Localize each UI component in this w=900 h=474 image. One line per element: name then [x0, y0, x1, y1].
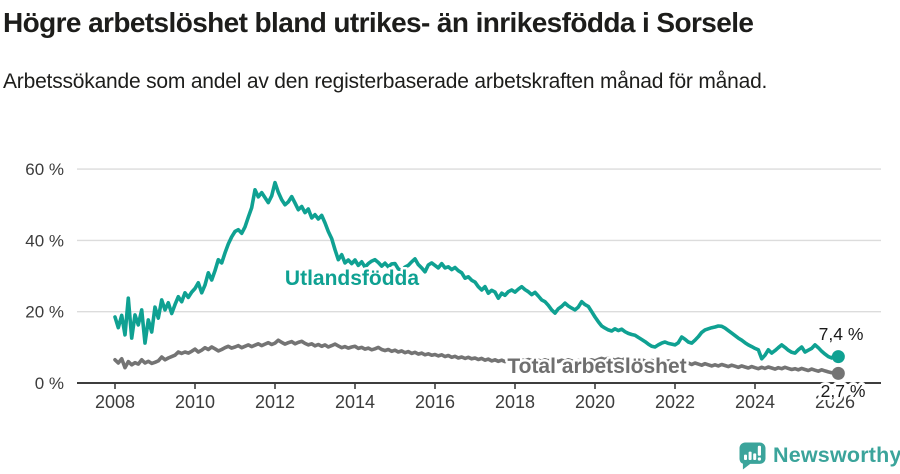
x-axis-label: 2020: [575, 392, 615, 412]
series-end-dot-utlandsfodda: [831, 350, 845, 364]
x-axis-label: 2010: [175, 392, 215, 412]
series-line-total: [113, 338, 841, 376]
x-axis-label: 2012: [255, 392, 295, 412]
x-axis-label: 2008: [95, 392, 135, 412]
y-axis-label: 60 %: [25, 160, 64, 179]
y-axis-label: 20 %: [25, 303, 64, 322]
series-label-utlandsfodda: Utlandsfödda: [285, 267, 419, 290]
x-axis-label: 2026: [815, 392, 855, 412]
y-axis-label: 40 %: [25, 231, 64, 250]
end-value-label-total: 2,7 %: [821, 381, 866, 401]
x-axis-label: 2018: [495, 392, 535, 412]
x-axis-label: 2014: [335, 392, 375, 412]
series-end-dot-total: [831, 366, 845, 380]
x-axis-label: 2022: [655, 392, 695, 412]
series-label-total: Total arbetslöshet: [507, 355, 686, 378]
y-axis-label: 0 %: [35, 374, 64, 393]
newsworthy-wordmark: Newsworthy: [773, 443, 900, 467]
page-title: Högre arbetslöshet bland utrikes- än inr…: [3, 7, 754, 38]
series-line-utlandsfodda: [113, 180, 841, 361]
newsworthy-logo[interactable]: Newsworthy: [739, 441, 900, 470]
bar-chart-bubble-icon: [739, 442, 766, 469]
page-subtitle: Arbetssökande som andel av den registerb…: [3, 70, 768, 93]
end-value-label-utlandsfodda: 7,4 %: [819, 324, 864, 344]
x-axis-label: 2016: [415, 392, 455, 412]
x-axis-label: 2024: [735, 392, 775, 412]
